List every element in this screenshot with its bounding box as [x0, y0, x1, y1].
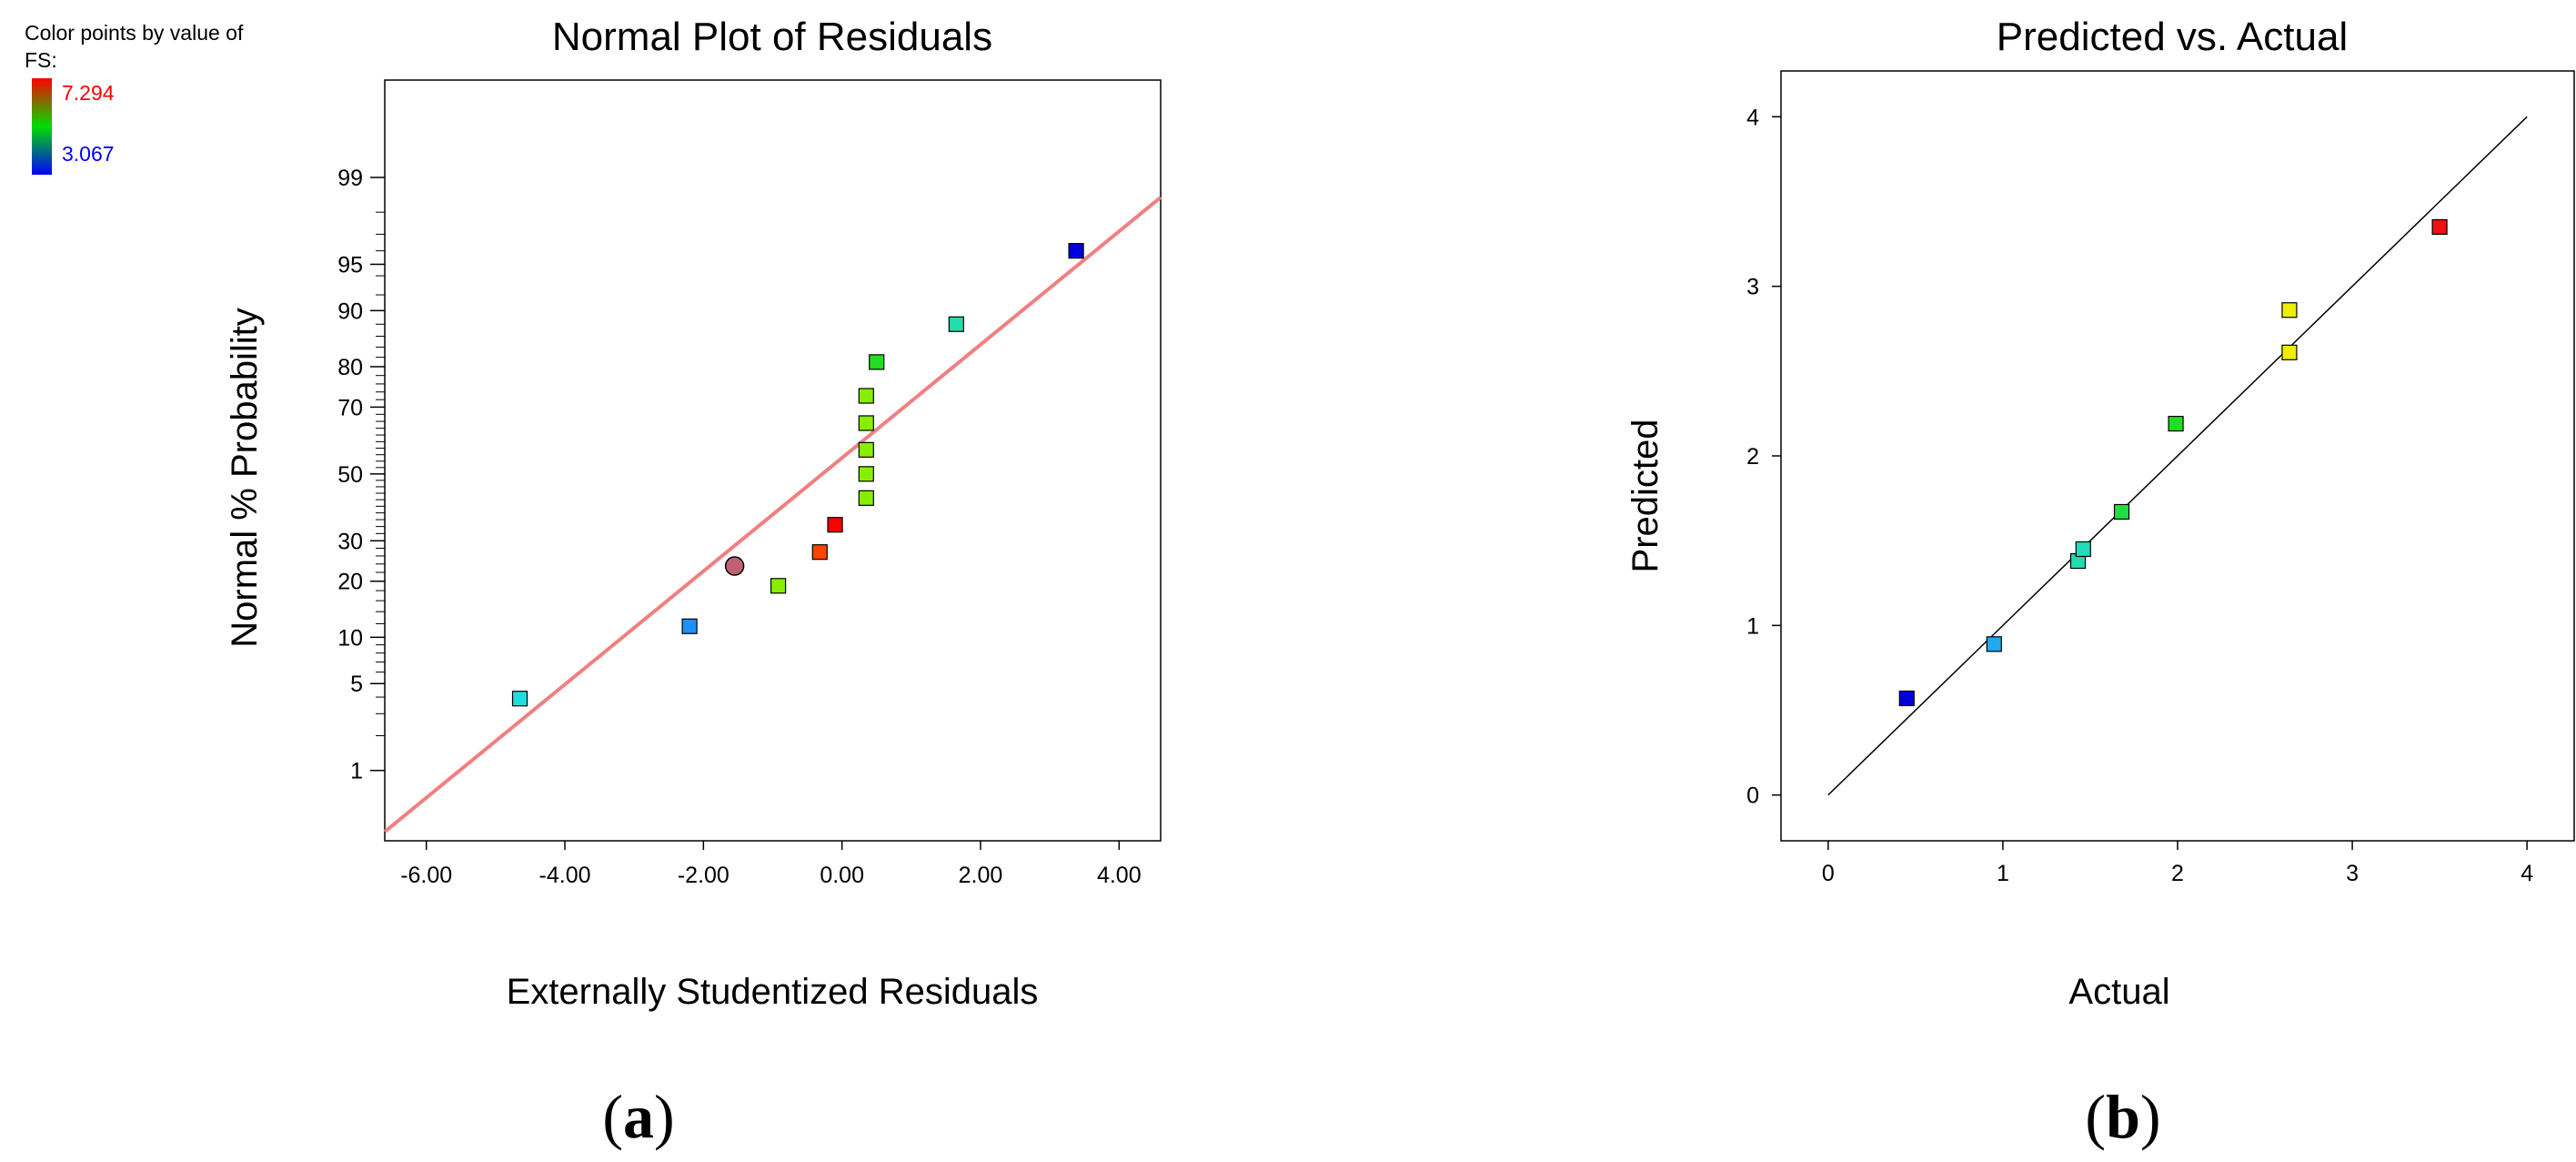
chart-a-y-tick-label: 5: [350, 672, 363, 697]
panel-label-b: (b): [2085, 1082, 2160, 1151]
chart-a-plot-frame: [384, 79, 1162, 842]
chart-a-y-tick-label: 80: [337, 355, 363, 380]
chart-a-reference-line: [383, 196, 1162, 834]
chart-b-points: [1898, 218, 2448, 707]
chart-b-y-tick-label: 0: [1746, 783, 1759, 809]
chart-a-y-tick-label: 50: [337, 462, 363, 488]
chart-a-data-point: [811, 544, 828, 561]
chart-b-data-point: [2281, 302, 2298, 318]
chart-a-y-tick-label: 20: [337, 570, 363, 595]
chart-b-x-tick-label: 3: [2346, 861, 2359, 886]
chart-b-ylabel: Predicted: [1625, 419, 1665, 573]
predicted-vs-actual-chart: Predicted vs. Actual Actual Predicted 0 1…: [1625, 15, 2575, 1012]
chart-a-data-point: [827, 517, 843, 533]
chart-a-data-point: [858, 441, 874, 458]
chart-b-x-axis: 0 1 2 3 4: [1822, 841, 2533, 886]
chart-b-reference-line: [1827, 116, 2528, 796]
chart-a-data-point: [858, 466, 874, 482]
chart-a-data-point: [1068, 243, 1084, 259]
chart-b-data-point: [2075, 541, 2091, 558]
chart-a-x-tick-label: -4.00: [539, 863, 591, 888]
chart-a-y-tick-label: 95: [337, 252, 363, 278]
chart-b-x-tick-label: 0: [1822, 861, 1835, 886]
chart-a-y-tick-label: 70: [337, 395, 363, 420]
chart-a-x-tick-label: 0.00: [820, 863, 864, 888]
chart-b-y-tick-label: 2: [1746, 444, 1759, 470]
chart-a-x-tick-label: -2.00: [678, 863, 730, 888]
chart-b-y-tick-label: 3: [1746, 275, 1759, 300]
chart-a-y-tick-label: 30: [337, 529, 363, 554]
chart-b-data-point: [2431, 218, 2448, 236]
chart-b-xlabel: Actual: [2068, 972, 2169, 1012]
chart-b-y-tick-label: 4: [1746, 105, 1759, 130]
chart-b-data-point: [2168, 415, 2184, 432]
chart-a-xlabel: Externally Studentized Residuals: [507, 972, 1039, 1012]
chart-b-title: Predicted vs. Actual: [1997, 15, 2348, 59]
chart-a-data-point: [858, 490, 874, 506]
chart-a-y-tick-label: 10: [337, 625, 363, 651]
legend-title-line2: FS:: [25, 48, 57, 72]
chart-a-x-tick-label: 4.00: [1097, 863, 1142, 888]
chart-a-y-tick-label: 90: [337, 298, 363, 324]
chart-a-x-tick-label: 2.00: [959, 863, 1003, 888]
chart-b-x-tick-label: 2: [2171, 861, 2184, 886]
chart-a-ylabel: Normal % Probability: [225, 308, 265, 647]
chart-a-x-tick-label: -6.00: [400, 863, 452, 888]
chart-a-y-tick-label: 1: [350, 759, 363, 784]
chart-a-data-point: [511, 691, 528, 707]
chart-b-x-tick-label: 1: [1997, 861, 2009, 886]
normal-plot-chart: Normal Plot of Residuals Externally Stud…: [225, 15, 1162, 1012]
chart-a-data-point: [948, 316, 964, 332]
chart-b-data-point: [2113, 503, 2130, 520]
chart-a-points: [511, 243, 1084, 707]
chart-b-y-tick-label: 1: [1746, 613, 1759, 639]
chart-b-data-point: [2281, 344, 2298, 360]
chart-a-data-point: [858, 388, 874, 404]
legend-max-label: 7.294: [62, 81, 115, 105]
legend-min-label: 3.067: [62, 142, 115, 166]
chart-a-y-axis: 1 5 10 20 30 50 70 80 90 95 99: [337, 166, 385, 784]
chart-a-data-point: [858, 415, 874, 431]
chart-a-x-axis: -6.00 -4.00 -2.00 0.00 2.00 4.00: [400, 841, 1142, 888]
chart-b-y-axis: 0 1 2 3 4: [1746, 105, 1781, 809]
legend-title-line1: Color points by value of: [25, 21, 244, 45]
chart-a-data-point: [724, 556, 745, 576]
chart-a-title: Normal Plot of Residuals: [552, 15, 992, 59]
chart-a-data-point: [770, 578, 787, 594]
chart-b-data-point: [1986, 636, 2002, 652]
panel-label-a: (a): [602, 1082, 674, 1151]
chart-b-data-point: [1898, 690, 1915, 707]
chart-a-y-tick-label: 99: [337, 166, 363, 191]
chart-a-data-point: [681, 618, 698, 634]
color-legend: Color points by value of FS: 7.294 3.067: [25, 21, 244, 175]
chart-b-x-tick-label: 4: [2521, 861, 2533, 886]
legend-color-bar: [32, 78, 52, 175]
chart-a-data-point: [869, 354, 885, 370]
